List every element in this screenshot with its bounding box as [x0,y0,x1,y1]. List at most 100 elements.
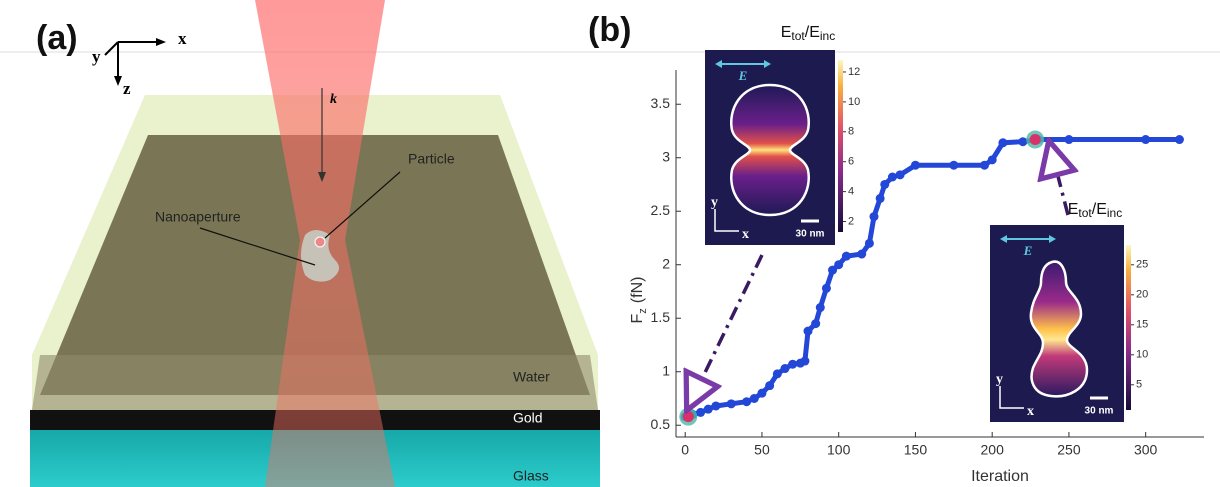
y-label-sub: z [637,308,649,314]
data-point [788,360,797,369]
colorbar-tick-label: 2 [848,215,854,227]
x-tick-label: 300 [1134,442,1158,458]
data-point [988,155,997,164]
colorbar-tick-label: 12 [848,66,860,78]
inset-title: Etot/Einc [781,24,835,43]
y-label-part: F [629,313,646,323]
data-point [711,401,720,410]
title-part: tot [1078,206,1092,220]
y-tick-label: 1.5 [651,309,671,325]
x-tick-label: 50 [754,442,770,458]
y-tick-label: 1 [662,362,670,378]
axis-label: y [711,195,718,210]
data-point [842,252,851,261]
data-point [880,180,889,189]
title-part: inc [820,29,835,43]
field-label: E [738,68,748,83]
data-point [727,399,736,408]
y-tick-label: 3.5 [651,95,671,111]
colorbar-tick-label: 4 [848,186,854,198]
layer-label: Gold [513,410,543,426]
data-point [1018,137,1027,146]
data-point [911,161,920,170]
colorbar-tick-label: 10 [1136,349,1148,361]
data-point [888,172,897,181]
annotation: Nanoaperture [155,209,241,225]
y-tick-label: 3 [662,148,670,164]
data-point [998,138,1007,147]
data-point [773,369,782,378]
data-point [696,408,705,417]
y-label-part: (fN) [629,277,646,304]
axis-z-head [114,76,122,86]
data-point [742,397,751,406]
colorbar-tick-label: 25 [1136,259,1148,271]
colorbar-tick-label: 10 [848,96,860,108]
x-tick-label: 200 [981,442,1005,458]
title-part: E [1068,201,1079,218]
data-point [816,303,825,312]
connector [694,255,762,395]
data-point [811,319,820,328]
wavevector-label: k [330,92,337,107]
data-point [949,161,958,170]
colorbar [838,60,843,232]
particle [315,237,325,247]
colorbar-tick-label: 5 [1136,379,1142,391]
data-point [822,284,831,293]
y-tick-label: 2.5 [651,202,671,218]
highlight-point [683,411,694,422]
scale-bar-label: 30 nm [1085,406,1114,417]
body: (a) x y z k Particle Nanoaperture Water … [0,0,1220,487]
data-point [857,250,866,259]
highlight-point [1030,134,1041,145]
data-point [765,381,774,390]
y-axis-label: Fz (fN) [629,277,649,324]
scale-bar-label: 30 nm [796,229,825,240]
field-label: E [1023,243,1033,258]
x-tick-label: 100 [827,442,851,458]
data-point [1064,135,1073,144]
title-part: /E [805,24,820,41]
x-tick-label: 0 [681,442,689,458]
data-point [704,405,713,414]
x-tick-label: 250 [1057,442,1081,458]
inset-title: Etot/Einc [1068,201,1122,220]
y-tick-label: 0.5 [651,416,671,432]
axis-label: x [1027,404,1034,419]
layer-label: Water [513,369,550,385]
axis-label: y [92,47,101,66]
title-part: inc [1107,206,1122,220]
data-point [876,194,885,203]
title-part: /E [1092,201,1107,218]
connector [1053,158,1068,215]
axis-label: x [178,29,187,48]
data-point [980,161,989,170]
data-point [780,364,789,373]
colorbar-tick-label: 8 [848,126,854,138]
colorbar-tick-label: 20 [1136,289,1148,301]
axis-label: z [123,79,131,98]
data-point [1175,135,1184,144]
colorbar-tick-label: 6 [848,156,854,168]
colorbar-tick-label: 15 [1136,319,1148,331]
title-part: tot [791,29,805,43]
axis-y [105,42,118,55]
axis-label: x [742,227,749,242]
axis-label: y [996,372,1003,387]
panel-label: (a) [36,19,78,57]
data-point [804,327,813,336]
data-point [750,394,759,403]
layer-label: Glass [513,468,549,484]
colorbar [1126,245,1131,410]
title-part: E [781,24,792,41]
axis-x-head [156,38,166,46]
panel-label: (b) [588,11,631,49]
data-point [896,170,905,179]
annotation: Particle [408,151,455,167]
data-point [865,239,874,248]
data-point [834,260,843,269]
x-axis-label: Iteration [971,468,1029,485]
figure: (a) x y z k Particle Nanoaperture Water … [0,0,1220,487]
